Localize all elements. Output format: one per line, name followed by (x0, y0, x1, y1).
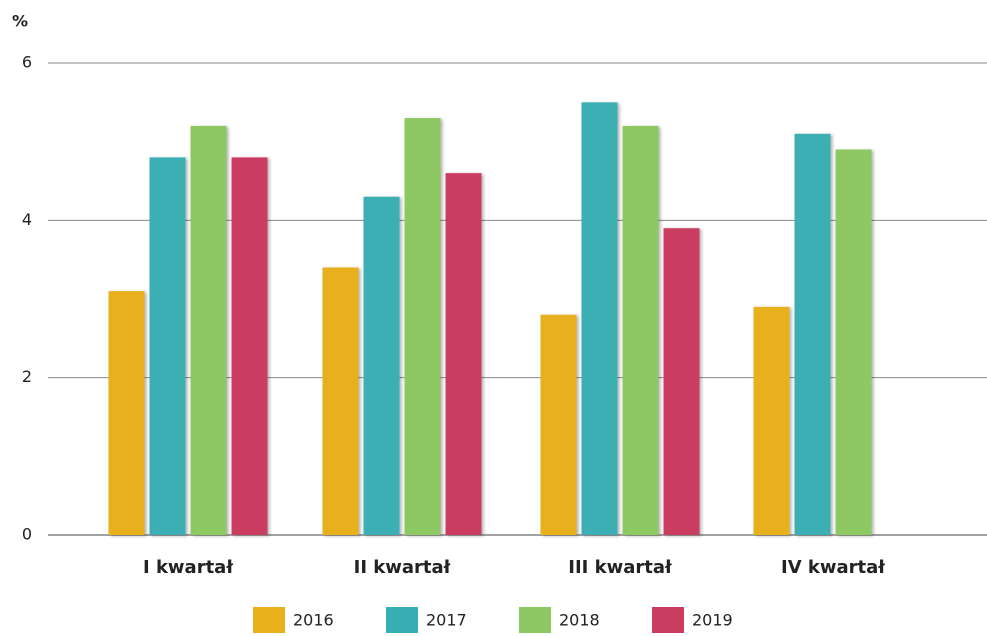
legend-label: 2019 (692, 611, 733, 630)
bar (322, 267, 359, 535)
x-tick-label: I kwartał (143, 557, 234, 578)
y-tick-label: 4 (22, 210, 32, 229)
x-tick-label: III kwartał (568, 557, 673, 578)
legend-swatch (386, 607, 418, 633)
legend-label: 2016 (293, 611, 334, 630)
bar (622, 125, 659, 535)
legend-swatch (652, 607, 684, 633)
bar (404, 118, 441, 536)
bar (581, 102, 618, 535)
bar (149, 157, 186, 535)
bar (363, 196, 400, 535)
bar (190, 125, 227, 535)
y-tick-label: 0 (22, 525, 32, 544)
bar (794, 133, 831, 536)
bar (663, 228, 700, 535)
x-tick-label: II kwartał (354, 557, 452, 578)
y-tick-label: 6 (22, 53, 32, 72)
bar (540, 314, 577, 535)
bar (108, 291, 145, 535)
y-axis-label: % (12, 12, 28, 31)
bar (753, 306, 790, 535)
legend-label: 2017 (426, 611, 467, 630)
bar (231, 157, 268, 535)
y-tick-label: 2 (22, 367, 32, 386)
legend-label: 2018 (559, 611, 600, 630)
bar (445, 173, 482, 535)
legend-swatch (519, 607, 551, 633)
bar (835, 149, 872, 536)
x-tick-label: IV kwartał (781, 557, 886, 578)
legend-swatch (253, 607, 285, 633)
